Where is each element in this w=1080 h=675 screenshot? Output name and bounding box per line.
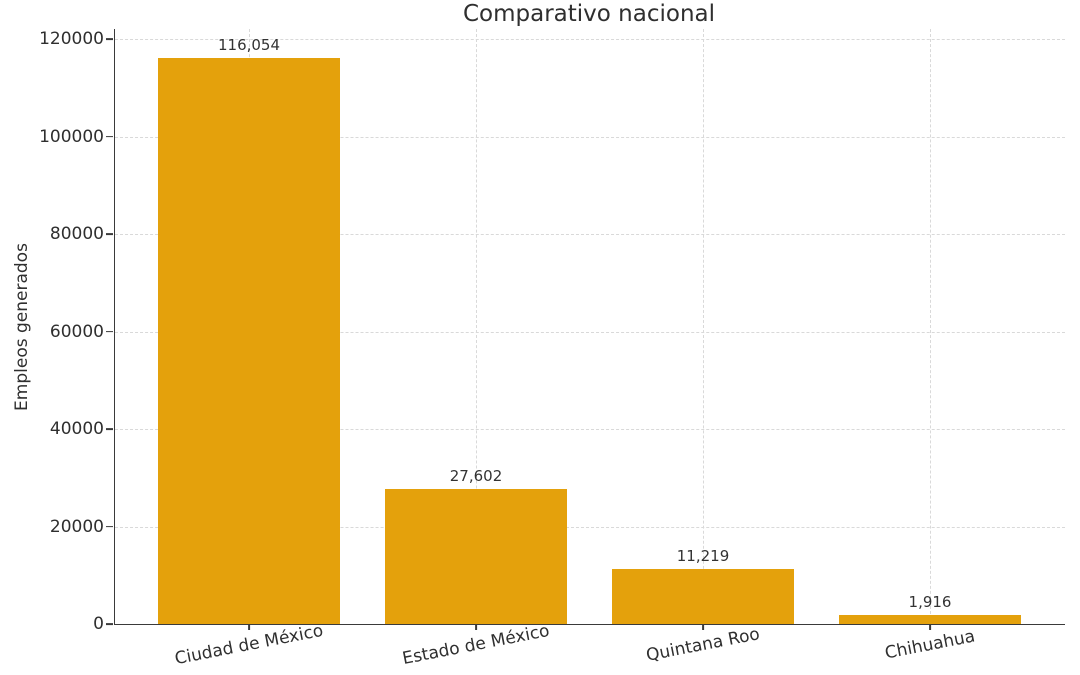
bar-ciudad-de-mexico [158,58,340,624]
value-label-ciudad-de-mexico: 116,054 [217,36,281,55]
x-axis-tick [475,624,477,630]
gridline-horizontal [115,526,1065,528]
x-tick-label-quintana-roo: Quintana Roo [644,624,762,666]
gridline-vertical [930,29,931,624]
y-tick-label: 80000 [49,224,104,244]
gridline-vertical [703,29,704,624]
y-axis-tick [106,428,113,430]
gridline-horizontal [115,136,1065,138]
y-tick-label: 60000 [49,321,104,342]
gridline-horizontal [115,234,1065,235]
y-axis-tick [106,38,113,40]
bar-quintana-roo [612,569,794,624]
plot-area: 0 20000 40000 60000 80000 100000 120000 116,054… [39,29,1065,669]
y-axis-tick [106,525,113,528]
y-axis-tick [106,330,113,333]
x-axis-tick [248,624,250,630]
bar-chihuahua [839,614,1021,624]
gridline-horizontal [115,331,1065,333]
y-tick-label: 0 [93,614,104,634]
y-axis-label: Empleos generados [12,243,32,411]
y-tick-label: 100000 [39,126,104,147]
x-axis-tick [929,624,931,630]
x-axis-tick [702,624,704,630]
bar-estado-de-mexico [385,489,567,624]
value-label-quintana-roo: 11,219 [676,547,730,566]
gridline-horizontal [115,429,1065,430]
y-tick-label: 40000 [49,419,104,439]
value-label-chihuahua: 1,916 [908,592,952,611]
y-tick-label: 20000 [49,516,104,537]
x-tick-label-chihuahua: Chihuahua [883,626,977,664]
gridline-horizontal [115,39,1065,40]
y-axis-tick [106,623,113,625]
gridline-vertical [476,29,477,624]
y-axis-tick [106,233,113,235]
y-axis-tick [106,135,113,138]
chart-title: Comparativo nacional [462,1,716,27]
value-label-estado-de-mexico: 27,602 [449,467,503,486]
y-tick-label: 120000 [39,29,104,49]
